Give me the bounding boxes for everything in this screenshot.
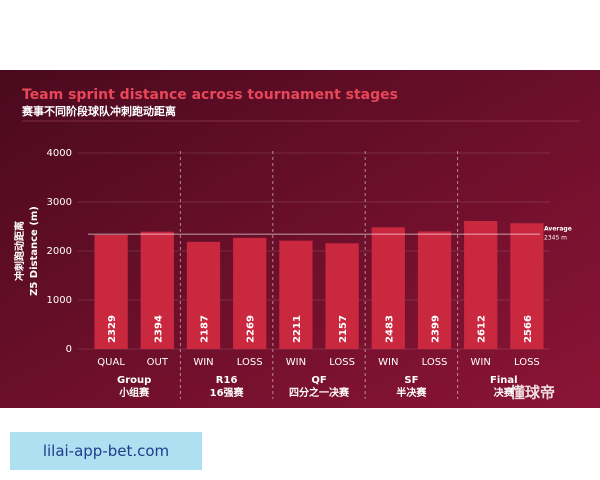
bar [325,243,359,349]
x-tick-label: LOSS [329,357,355,368]
group-label-zh: 四分之一决赛 [289,386,350,399]
x-tick-label: LOSS [514,357,540,368]
chart-subtitle: 赛事不同阶段球队冲刺跑动距离 [21,104,176,118]
group-label: Final [490,375,518,386]
y-axis-title: 冲刺跑动距离 [13,221,26,281]
y-tick-label: 4000 [47,148,72,159]
value-label: 2399 [431,315,442,343]
chart: Team sprint distance across tournament s… [0,70,600,408]
watermark: 懂球帝 [509,384,555,402]
x-tick-label: QUAL [97,357,125,368]
value-label: 2483 [384,315,395,343]
value-label: 2329 [107,315,118,343]
x-tick-label: LOSS [237,357,263,368]
y-axis-title: Z5 Distance (m) [29,206,40,296]
bar [233,237,267,349]
group-label: R16 [216,375,238,386]
x-tick-label: WIN [193,357,213,368]
y-tick-label: 0 [66,344,72,355]
x-tick-label: OUT [147,357,169,368]
x-tick-label: WIN [471,357,491,368]
y-tick-label: 3000 [47,197,72,208]
group-label: Group [117,375,151,386]
bar [94,234,128,349]
bar [371,227,405,349]
group-label: SF [404,375,418,386]
group-label-zh: 16强赛 [210,386,245,399]
bar [510,223,544,349]
bar [186,241,221,349]
value-label: 2211 [292,315,303,343]
y-tick-label: 2000 [47,246,72,257]
value-label: 2157 [338,315,349,343]
y-tick-label: 1000 [47,295,72,306]
group-label-zh: 半决赛 [396,386,427,399]
value-label: 2269 [246,315,257,343]
value-label: 2612 [477,315,488,343]
value-label: 2187 [200,315,211,343]
x-tick-label: LOSS [422,357,448,368]
x-tick-label: WIN [286,357,306,368]
x-tick-label: WIN [378,357,398,368]
value-label: 2566 [523,315,534,343]
bar [279,240,313,349]
footer-link[interactable]: lilai-app-bet.com [10,432,202,470]
group-label-zh: 决赛 [494,386,515,399]
bar [417,231,452,349]
chart-title: Team sprint distance across tournament s… [22,87,398,103]
bar [464,221,498,349]
value-label: 2394 [153,315,164,343]
bar [140,231,174,349]
group-label: QF [311,375,326,386]
average-label: Average [544,226,572,233]
average-value-label: 2345 m [544,235,567,242]
group-label-zh: 小组赛 [118,386,150,399]
